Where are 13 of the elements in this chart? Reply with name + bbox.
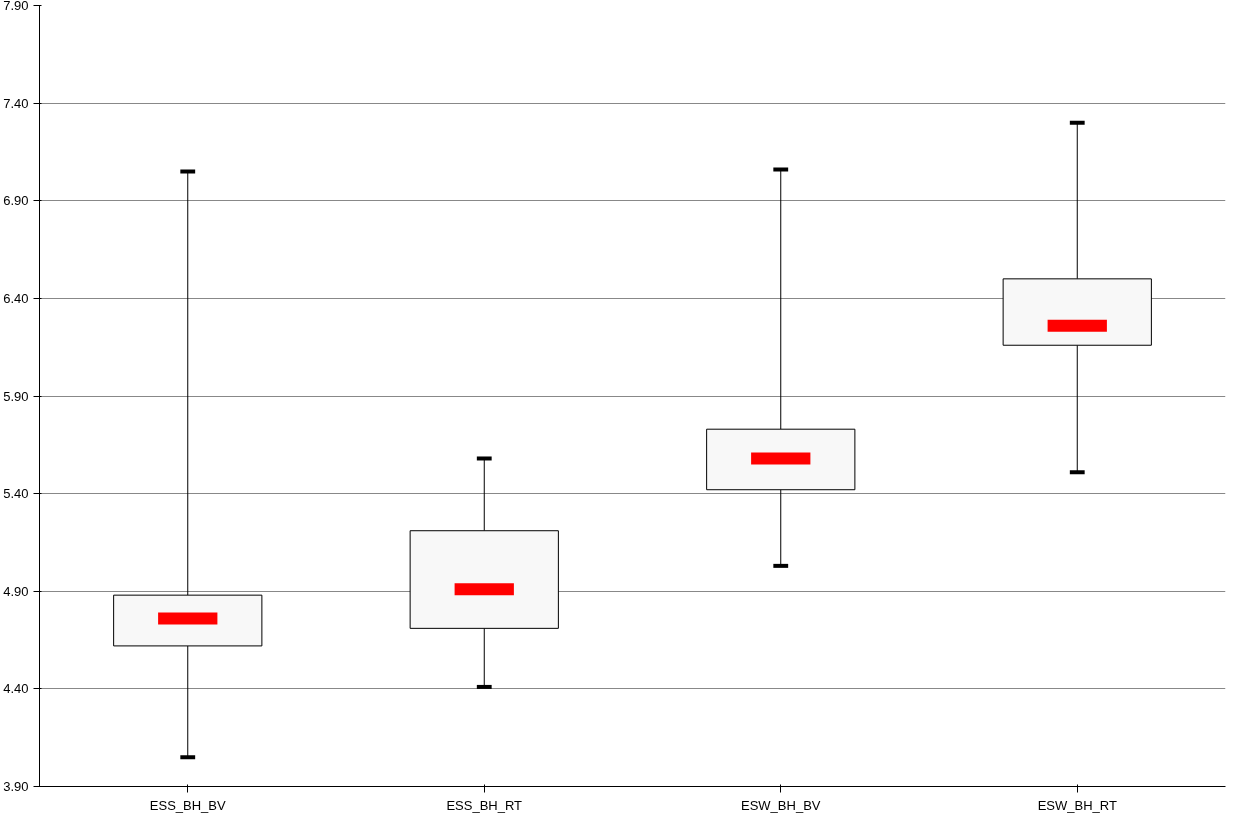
y-tick-label: 3.90 (3, 779, 29, 794)
y-tick-label: 6.90 (3, 193, 29, 209)
x-tick-label: ESS_BH_RT (446, 797, 523, 813)
y-tick-label: 5.90 (3, 388, 29, 404)
x-tick-label: ESW_BH_BV (741, 797, 821, 813)
y-tick-label: 5.40 (3, 486, 29, 502)
y-tick-label: 4.90 (3, 583, 29, 599)
y-tick-label: 4.40 (3, 681, 29, 697)
y-tick-label: 6.40 (3, 290, 29, 306)
y-tick-label: 7.90 (3, 0, 29, 13)
y-tick-label: 7.40 (3, 95, 29, 111)
x-tick-label: ESW_BH_RT (1037, 797, 1117, 813)
x-tick-label: ESS_BH_BV (149, 797, 227, 813)
